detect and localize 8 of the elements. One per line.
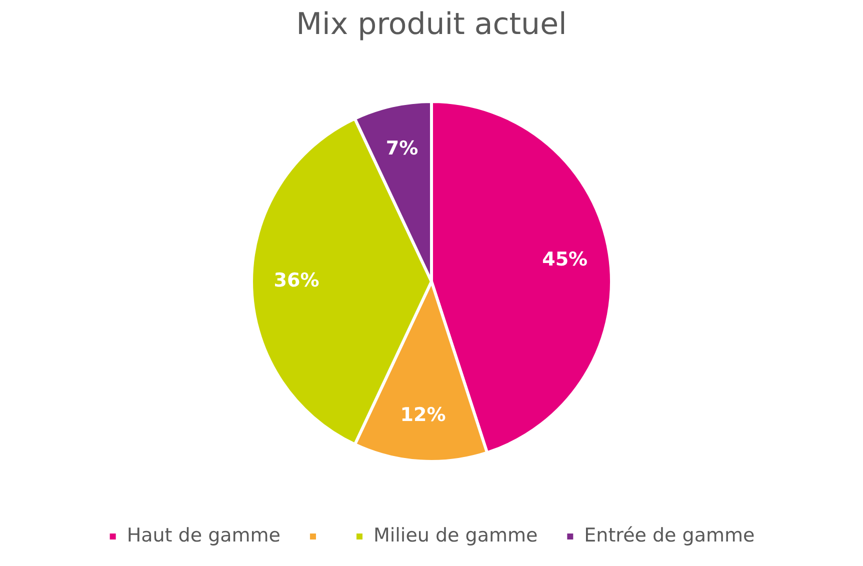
legend-label: Entrée de gamme (584, 524, 755, 546)
data-label: 45% (542, 248, 588, 270)
legend-label: Milieu de gamme (373, 524, 538, 546)
chart-title: Mix produit actuel (296, 6, 567, 42)
data-label: 12% (400, 404, 446, 426)
data-label: 36% (274, 269, 320, 292)
legend-label: Haut de gamme (126, 524, 280, 546)
data-label: 7% (386, 138, 418, 160)
